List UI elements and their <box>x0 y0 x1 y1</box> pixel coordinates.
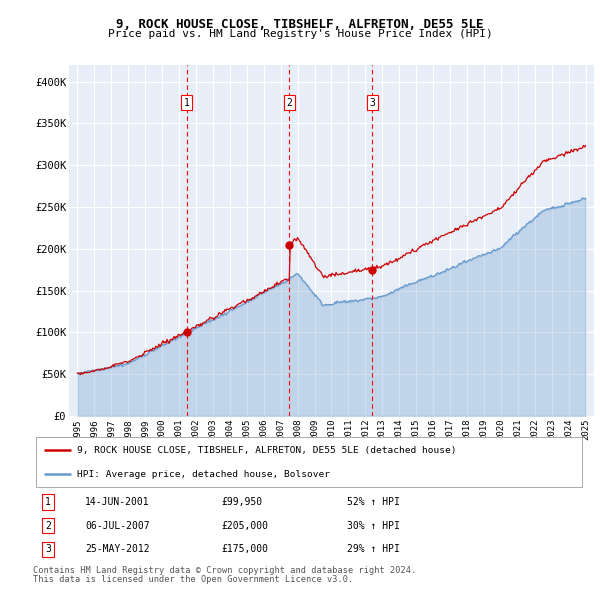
Text: 3: 3 <box>369 97 375 107</box>
Text: 3: 3 <box>45 545 51 555</box>
Text: £175,000: £175,000 <box>221 545 269 555</box>
Text: Contains HM Land Registry data © Crown copyright and database right 2024.: Contains HM Land Registry data © Crown c… <box>33 566 416 575</box>
Text: 9, ROCK HOUSE CLOSE, TIBSHELF, ALFRETON, DE55 5LE: 9, ROCK HOUSE CLOSE, TIBSHELF, ALFRETON,… <box>116 18 484 31</box>
Text: Price paid vs. HM Land Registry's House Price Index (HPI): Price paid vs. HM Land Registry's House … <box>107 29 493 39</box>
Text: HPI: Average price, detached house, Bolsover: HPI: Average price, detached house, Bols… <box>77 470 330 478</box>
Text: £205,000: £205,000 <box>221 521 269 530</box>
Text: 30% ↑ HPI: 30% ↑ HPI <box>347 521 400 530</box>
Text: 14-JUN-2001: 14-JUN-2001 <box>85 497 150 507</box>
Text: £99,950: £99,950 <box>221 497 263 507</box>
Text: 06-JUL-2007: 06-JUL-2007 <box>85 521 150 530</box>
Text: This data is licensed under the Open Government Licence v3.0.: This data is licensed under the Open Gov… <box>33 575 353 584</box>
Text: 25-MAY-2012: 25-MAY-2012 <box>85 545 150 555</box>
Text: 29% ↑ HPI: 29% ↑ HPI <box>347 545 400 555</box>
Text: 1: 1 <box>45 497 51 507</box>
Text: 2: 2 <box>287 97 292 107</box>
Text: 9, ROCK HOUSE CLOSE, TIBSHELF, ALFRETON, DE55 5LE (detached house): 9, ROCK HOUSE CLOSE, TIBSHELF, ALFRETON,… <box>77 445 457 455</box>
Text: 52% ↑ HPI: 52% ↑ HPI <box>347 497 400 507</box>
Text: 2: 2 <box>45 521 51 530</box>
Text: 1: 1 <box>184 97 190 107</box>
